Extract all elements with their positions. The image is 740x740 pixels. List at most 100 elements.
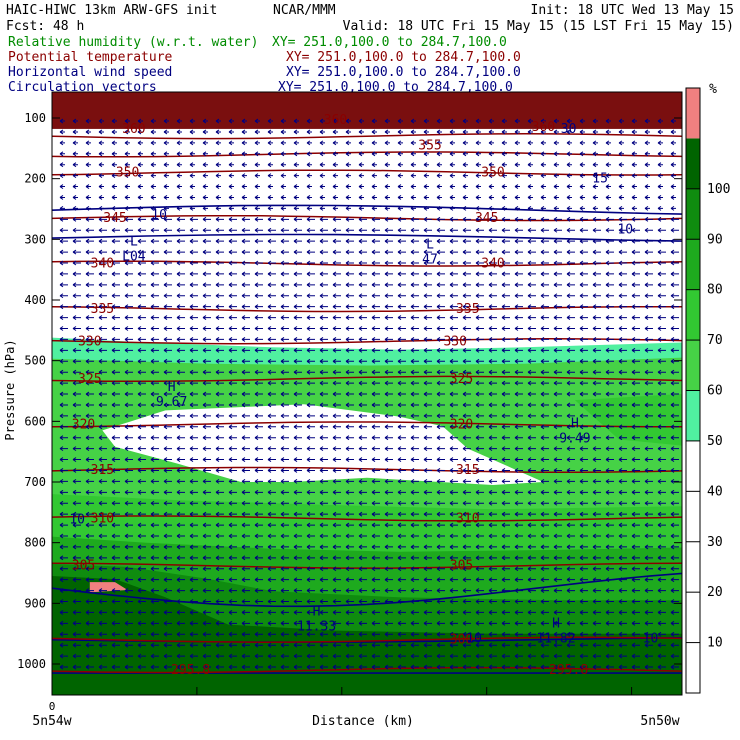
vector-arrow — [59, 468, 68, 473]
vector-arrow — [176, 260, 185, 266]
vector-arrow — [670, 424, 679, 430]
vector-arrow — [514, 610, 523, 615]
vector-arrow — [280, 468, 289, 473]
vector-arrow — [72, 435, 81, 441]
vector-arrow — [644, 478, 653, 484]
vector-arrow — [605, 315, 614, 321]
vector-arrow — [592, 500, 601, 506]
wind-speed-contour-1 — [52, 233, 682, 242]
vector-arrow — [592, 162, 598, 168]
vector-arrow — [475, 489, 484, 495]
vector-arrow — [553, 347, 562, 353]
vector-arrow — [462, 435, 471, 441]
vector-arrow — [150, 500, 159, 506]
vector-arrow — [254, 260, 263, 266]
vector-arrow — [215, 151, 221, 157]
vector-arrow — [566, 271, 575, 277]
vector-arrow — [150, 577, 159, 583]
vector-arrow — [553, 424, 562, 430]
vector-arrow — [553, 216, 562, 222]
vector-arrow — [111, 216, 120, 222]
vector-arrow — [501, 205, 507, 211]
vector-arrow — [306, 195, 312, 200]
vector-arrow — [306, 347, 315, 353]
vector-arrow — [124, 260, 133, 266]
vector-arrow — [332, 173, 338, 179]
vector-arrow — [163, 522, 172, 528]
vector-arrow — [475, 413, 484, 419]
vector-arrow — [215, 184, 221, 189]
vector-arrow — [371, 457, 380, 462]
vector-arrow — [163, 358, 172, 364]
vector-arrow — [98, 566, 107, 572]
vector-arrow — [280, 577, 289, 583]
vector-arrow — [449, 522, 458, 528]
vector-arrow — [527, 610, 536, 615]
vector-arrow — [592, 522, 601, 528]
vector-arrow — [98, 511, 107, 517]
vector-arrow — [371, 271, 380, 277]
vector-arrow — [189, 468, 198, 473]
vector-arrow — [644, 337, 653, 342]
vector-arrow — [618, 293, 627, 299]
y-tick-label: 600 — [24, 414, 46, 428]
vector-arrow — [176, 544, 185, 550]
vector-arrow — [137, 566, 146, 572]
vector-arrow — [267, 577, 276, 583]
vector-arrow — [280, 151, 286, 157]
vector-arrow — [319, 238, 328, 244]
vector-arrow — [462, 337, 471, 342]
vector-arrow — [579, 599, 588, 604]
vector-arrow — [605, 511, 614, 517]
vector-arrow — [540, 151, 546, 157]
vector-arrow — [228, 620, 237, 626]
vector-arrow — [241, 653, 250, 659]
vector-arrow — [514, 511, 523, 517]
vector-arrow — [189, 326, 198, 331]
vector-arrow — [280, 424, 289, 430]
vector-arrow — [72, 489, 81, 495]
vector-arrow — [475, 468, 484, 473]
vector-arrow — [345, 260, 354, 266]
vector-arrow — [319, 413, 328, 419]
vector-arrow — [85, 435, 94, 441]
vector-arrow — [254, 631, 263, 637]
vector-arrow — [189, 358, 198, 364]
vector-arrow — [306, 522, 315, 528]
theta-contour-345 — [52, 214, 682, 222]
vector-arrow — [423, 184, 429, 189]
vector-arrow — [488, 238, 497, 244]
vector-arrow — [644, 413, 653, 419]
vector-arrow — [202, 337, 211, 342]
vector-arrow — [618, 326, 627, 331]
vector-arrow — [501, 555, 510, 561]
vector-arrow — [150, 555, 159, 561]
vector-arrow — [371, 282, 380, 288]
vector-arrow — [501, 227, 510, 233]
vector-arrow — [306, 238, 315, 244]
vector-arrow — [410, 664, 419, 670]
vector-arrow — [579, 216, 588, 222]
vector-arrow — [449, 129, 455, 135]
vector-arrow — [241, 566, 250, 572]
vector-arrow — [644, 435, 653, 441]
vector-arrow — [72, 577, 81, 583]
vector-arrow — [215, 293, 224, 299]
vector-arrow — [280, 380, 289, 386]
vector-arrow — [306, 227, 315, 233]
vector-arrow — [215, 478, 224, 484]
vector-arrow — [384, 511, 393, 517]
vector-arrow — [384, 631, 393, 637]
vector-arrow — [137, 489, 146, 495]
vector-arrow — [423, 205, 429, 211]
vector-arrow — [605, 402, 614, 408]
vector-arrow — [332, 118, 338, 124]
vector-arrow — [514, 555, 523, 561]
vector-arrow — [462, 118, 468, 124]
theta-contour-360 — [52, 133, 682, 140]
vector-arrow — [566, 337, 575, 342]
vector-arrow — [85, 533, 94, 539]
theta-contour-300 — [52, 636, 682, 643]
vector-arrow — [306, 380, 315, 386]
vector-arrow — [410, 599, 419, 604]
